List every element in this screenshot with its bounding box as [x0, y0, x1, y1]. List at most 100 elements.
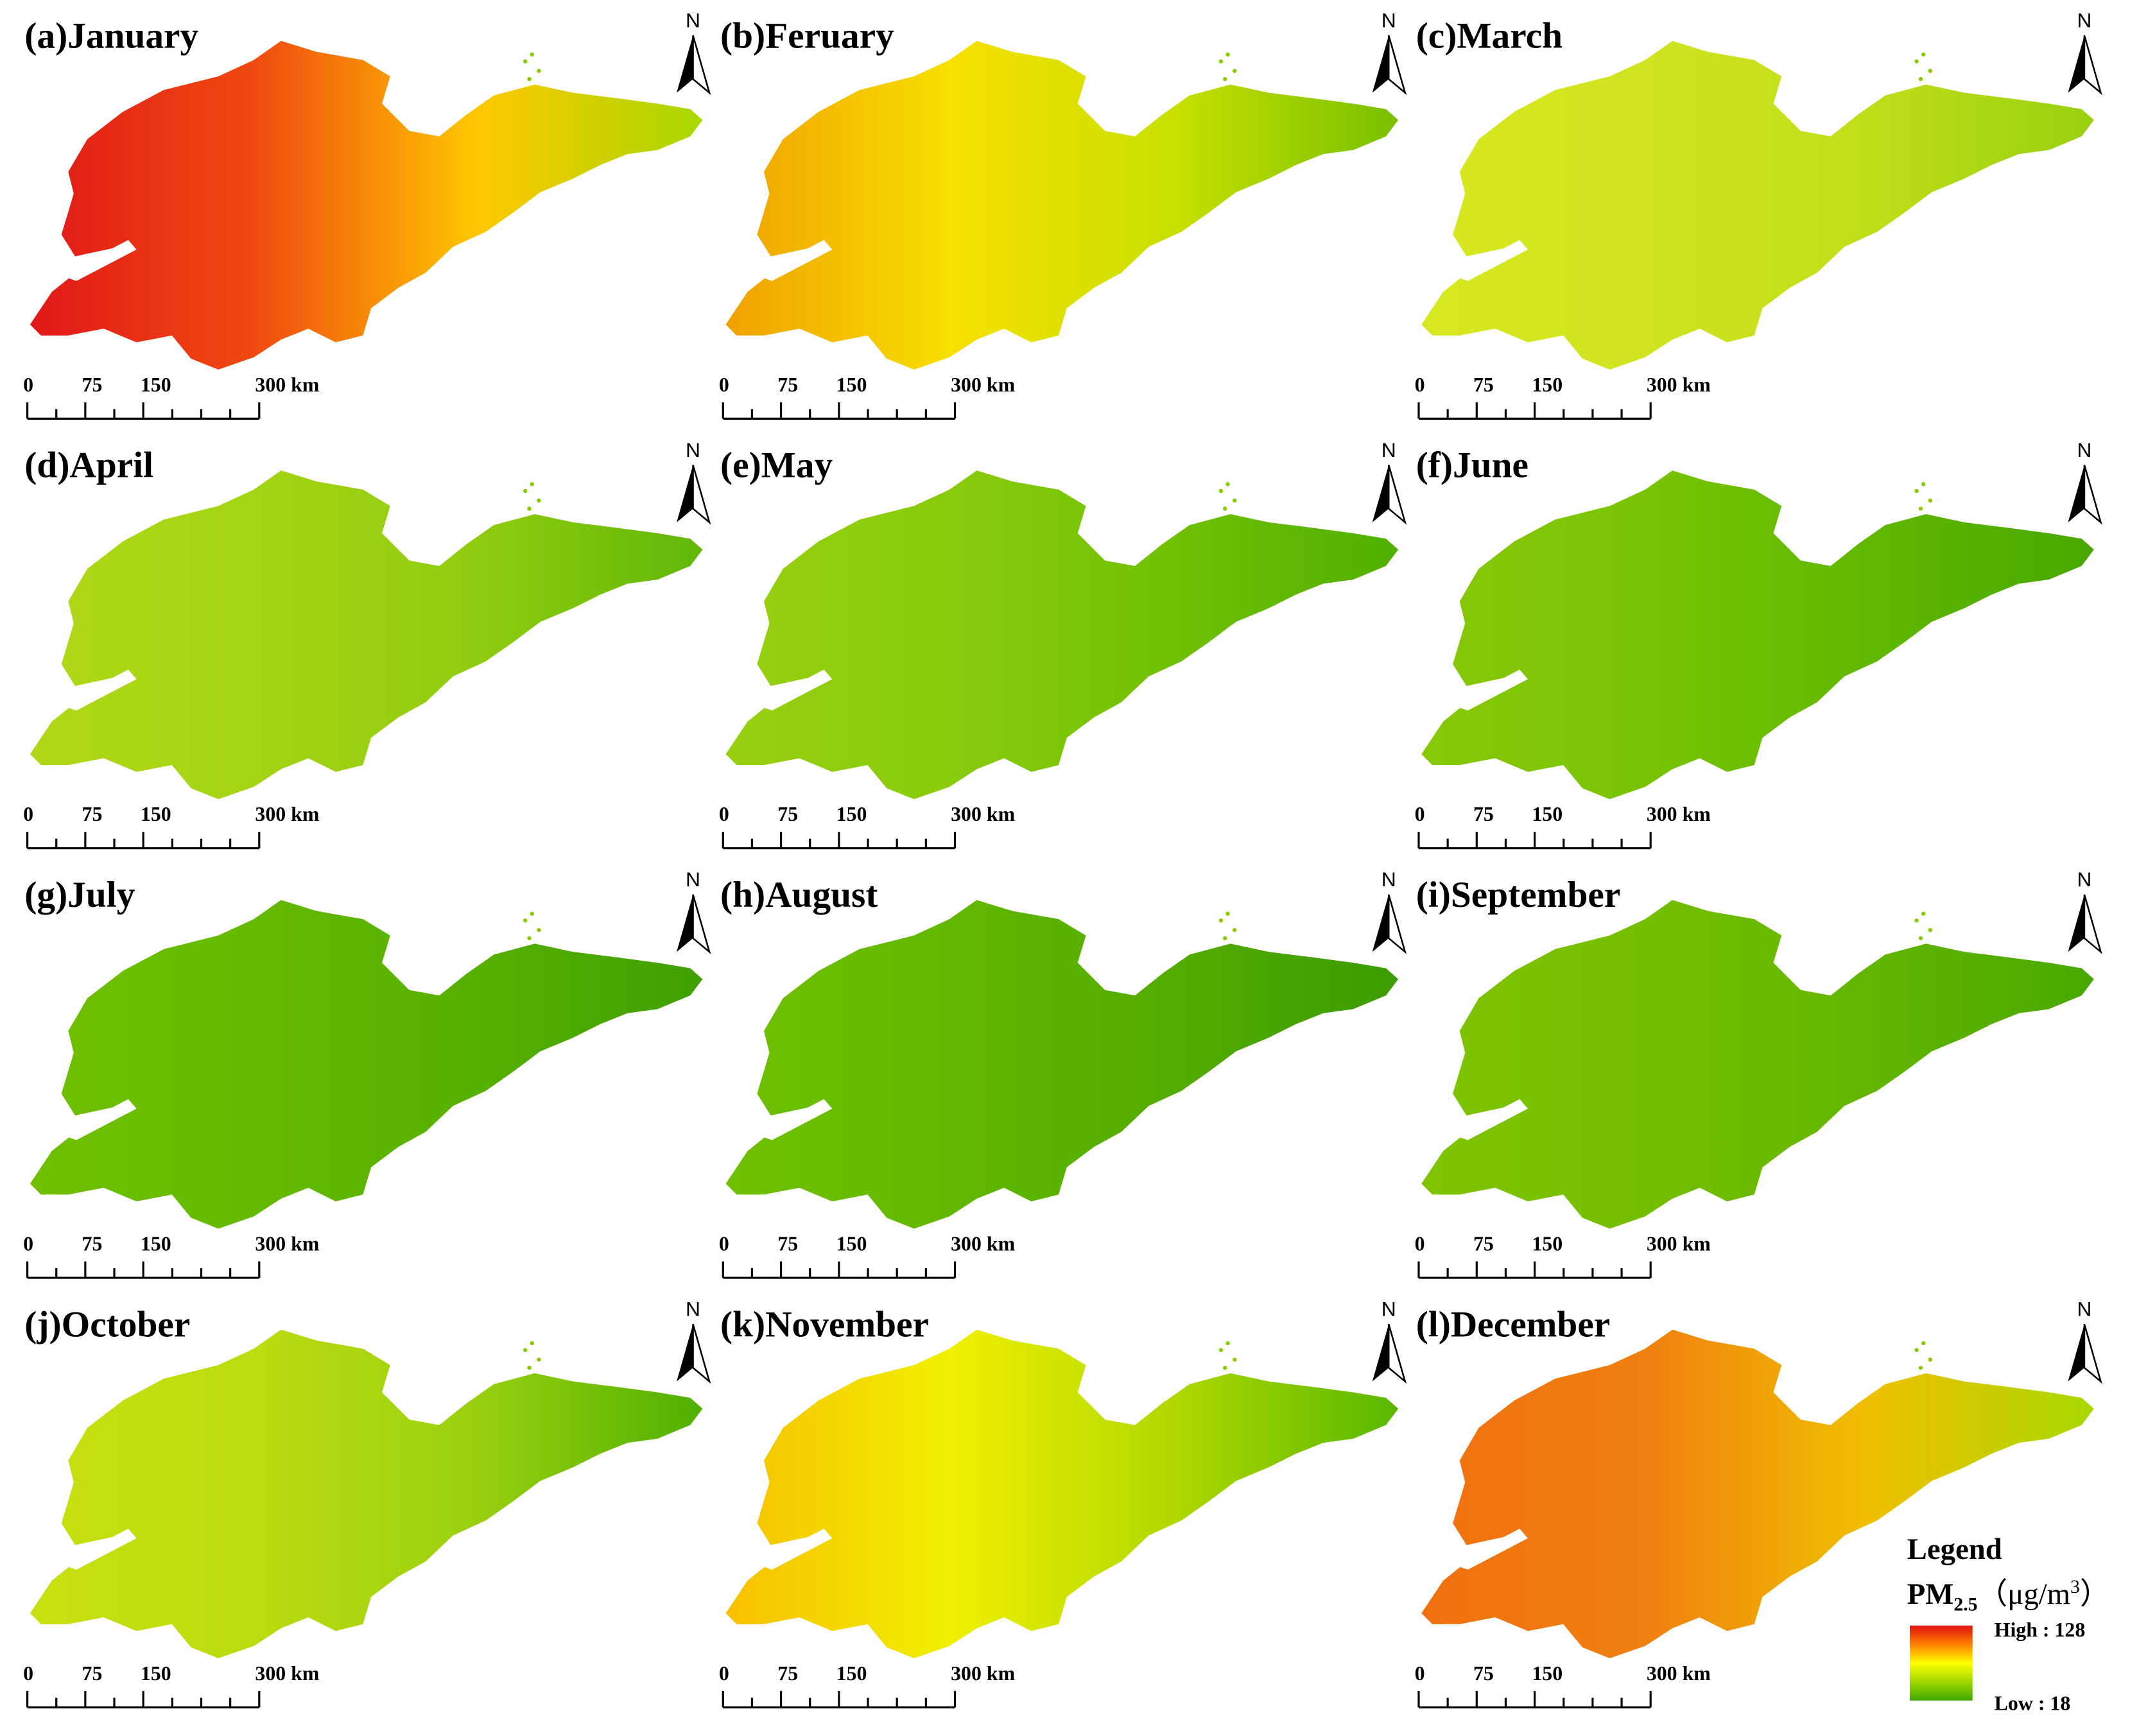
panel-title: (f)June: [1416, 445, 1528, 486]
map-panel: (a)January N 0 75 150 300 km: [23, 8, 711, 420]
island: [1928, 498, 1933, 503]
scale-label: 75: [82, 1662, 103, 1685]
north-label: N: [1381, 868, 1396, 891]
island: [1225, 52, 1230, 57]
north-arrow-right: [692, 465, 711, 525]
map-panel: (h)August N 0 75 150 300 km: [719, 868, 1407, 1279]
scale-label: 150: [1532, 1662, 1563, 1685]
island: [1218, 918, 1224, 923]
legend-quantity: PM2.5（μg/m3）: [1907, 1576, 2110, 1615]
north-arrow-right: [1387, 1323, 1407, 1384]
lake: [1451, 1529, 1528, 1570]
north-arrow-left: [1372, 894, 1389, 952]
north-label: N: [1381, 1298, 1396, 1321]
north-arrow-right: [1387, 35, 1407, 96]
lake: [60, 1529, 137, 1570]
map-panel: (k)November N 0 75 150 300 km: [719, 1298, 1407, 1708]
legend-ramp: [1909, 1625, 1973, 1701]
legend-low: Low : 18: [1995, 1692, 2071, 1715]
lake: [1451, 239, 1528, 281]
province-area: [30, 40, 703, 370]
panel-title: (k)November: [720, 1304, 929, 1345]
province-area: [725, 900, 1399, 1229]
scale-label: 150: [836, 1662, 867, 1685]
scale-label: 0: [1415, 1233, 1425, 1255]
scale-label: 150: [836, 803, 867, 825]
scale-label: 150: [141, 803, 171, 825]
island: [1918, 936, 1923, 941]
lake: [756, 1529, 833, 1570]
scale-label: 300 km: [1647, 803, 1711, 825]
scale-label: 150: [141, 1662, 171, 1685]
legend-title: Legend: [1907, 1533, 2002, 1566]
island: [1928, 1357, 1933, 1362]
lake: [756, 239, 833, 281]
legend-quantity-part: PM: [1907, 1577, 1954, 1611]
island: [1914, 488, 1919, 494]
scale-label: 0: [719, 1233, 729, 1255]
map-panel: (d)April N 0 75 150 300 km: [23, 438, 711, 850]
island: [523, 488, 528, 494]
scale-label: 300 km: [951, 1233, 1015, 1255]
legend-high: High : 128: [1995, 1619, 2086, 1641]
legend-quantity-part: 3: [2070, 1576, 2080, 1597]
island: [1223, 1366, 1227, 1370]
island: [1921, 482, 1926, 486]
panel-title: (l)December: [1416, 1304, 1611, 1345]
map-panel: (e)May N 0 75 150 300 km: [719, 438, 1407, 850]
north-arrow-left: [2068, 1324, 2084, 1382]
island: [1921, 1341, 1926, 1346]
island: [1918, 1366, 1923, 1370]
north-arrow-left: [677, 894, 693, 952]
province-area: [725, 40, 1399, 370]
scale-label: 150: [836, 374, 867, 396]
island: [1223, 77, 1227, 82]
scale-label: 300 km: [951, 374, 1015, 396]
province-area: [1421, 1329, 2094, 1658]
island: [530, 1341, 534, 1346]
province-area: [30, 900, 703, 1229]
island: [527, 936, 532, 941]
panel-title: (j)October: [24, 1304, 190, 1345]
north-arrow-left: [2068, 894, 2084, 952]
north-arrow-left: [1372, 465, 1389, 522]
north-arrow-left: [677, 1324, 693, 1382]
panel-title: (i)September: [1416, 875, 1621, 915]
north-arrow-right: [2083, 465, 2102, 525]
island: [1218, 59, 1224, 64]
scale-label: 75: [1473, 1662, 1494, 1685]
north-label: N: [2077, 8, 2091, 31]
island: [1928, 69, 1933, 73]
north-arrow-right: [2083, 35, 2102, 96]
scale-label: 75: [777, 1662, 798, 1685]
island: [523, 59, 528, 64]
map-panel: (f)June N 0 75 150 300 km: [1415, 438, 2102, 850]
north-arrow-right: [1387, 465, 1407, 525]
island: [1921, 52, 1926, 57]
scale-label: 150: [141, 1233, 171, 1255]
north-label: N: [2077, 1298, 2091, 1321]
scale-label: 300 km: [255, 1662, 319, 1685]
island: [1225, 911, 1230, 916]
legend-quantity-part: （μg/m: [1978, 1577, 2071, 1611]
panel-title: (b)Feruary: [720, 15, 894, 56]
island: [1914, 59, 1919, 64]
island: [530, 52, 534, 57]
island: [1223, 936, 1227, 941]
legend-quantity-part: 2.5: [1953, 1594, 1977, 1615]
lake: [1451, 1099, 1528, 1140]
north-arrow-right: [692, 35, 711, 96]
scale-label: 75: [777, 1233, 798, 1255]
map-panel: (j)October N 0 75 150 300 km: [23, 1298, 711, 1708]
scale-label: 75: [777, 803, 798, 825]
scale-label: 300 km: [255, 374, 319, 396]
map-panel: (b)Feruary N 0 75 150 300 km: [719, 8, 1407, 420]
island: [1232, 69, 1237, 73]
island: [1918, 77, 1923, 82]
panel-title: (c)March: [1416, 15, 1563, 56]
north-arrow-left: [677, 35, 693, 93]
scale-label: 0: [1415, 374, 1425, 396]
north-label: N: [2077, 868, 2091, 891]
